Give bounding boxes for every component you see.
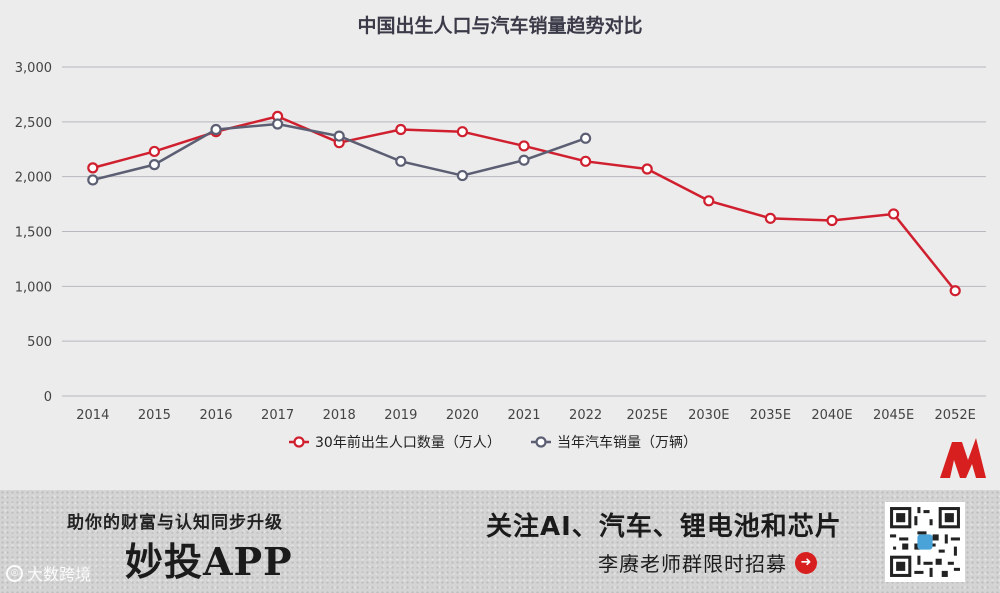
watermark: ◎ 大数跨境 [6, 561, 91, 585]
x-tick-label: 2021 [507, 408, 540, 423]
legend-label: 当年汽车销量（万辆） [557, 434, 697, 451]
x-tick-label: 2018 [323, 408, 356, 423]
x-tick-label: 2030E [688, 408, 729, 423]
data-point[interactable] [148, 145, 160, 158]
y-tick-label: 1,500 [15, 226, 52, 241]
legend: 30年前出生人口数量（万人） 当年汽车销量（万辆） [289, 434, 697, 451]
gridlines [62, 66, 986, 397]
watermark-icon: ◎ [6, 564, 23, 582]
x-tick-label: 2052E [935, 408, 976, 423]
y-tick-label: 2,000 [15, 171, 52, 186]
series-layer [87, 110, 961, 297]
brand-logo [940, 438, 986, 478]
data-point[interactable] [395, 155, 407, 167]
legend-item[interactable]: 30年前出生人口数量（万人） [289, 434, 501, 451]
data-point[interactable] [210, 123, 222, 136]
data-point[interactable] [456, 126, 468, 138]
chart-title: 中国出生人口与汽车销量趋势对比 [357, 14, 642, 37]
data-point[interactable] [87, 174, 99, 186]
data-point[interactable] [703, 195, 715, 207]
x-tick-label: 2025E [627, 408, 668, 423]
data-point[interactable] [579, 132, 592, 144]
line-chart: 中国出生人口与汽车销量趋势对比 0 500 1,000 1,500 2,000 2,500… [15, 14, 986, 451]
x-axis-ticks: 2014 2015 2016 2017 2018 2019 2020 2021 2022 2025… [76, 408, 976, 423]
data-point[interactable] [272, 118, 284, 130]
x-tick-label: 2017 [261, 408, 294, 423]
y-tick-label: 500 [27, 335, 52, 350]
y-tick-label: 3,000 [15, 61, 52, 76]
data-point[interactable] [641, 163, 653, 175]
series-2 [87, 118, 592, 186]
banner-slogan: 助你的财富与认知同步升级 [67, 513, 283, 533]
x-tick-label: 2015 [138, 408, 171, 423]
x-tick-label: 2045E [873, 408, 914, 423]
promo-banner[interactable]: 助你的财富与认知同步升级 妙投APP 关注AI、汽车、锂电池和芯片 李赓老师群限… [0, 490, 1000, 593]
data-point[interactable] [87, 162, 99, 174]
y-tick-label: 1,000 [15, 280, 52, 295]
data-point[interactable] [949, 285, 961, 297]
series-1 [87, 110, 961, 297]
x-tick-label: 2016 [199, 408, 232, 423]
legend-item[interactable]: 当年汽车销量（万辆） [531, 434, 697, 451]
arrow-right-icon[interactable]: ➜ [795, 551, 817, 574]
x-tick-label: 2019 [384, 408, 417, 423]
banner-recruit[interactable]: 李赓老师群限时招募 ➜ [598, 548, 817, 577]
data-point[interactable] [887, 208, 900, 220]
x-tick-label: 2035E [750, 408, 791, 423]
banner-app-name: 妙投APP [125, 539, 293, 584]
chart-area: 中国出生人口与汽车销量趋势对比 0 500 1,000 1,500 2,000 2,500… [15, 14, 986, 451]
legend-marker [293, 436, 305, 448]
qr-code-icon[interactable] [885, 502, 965, 582]
data-point[interactable] [333, 130, 345, 142]
y-tick-label: 0 [44, 390, 52, 405]
data-point[interactable] [826, 214, 838, 227]
x-tick-label: 2040E [811, 408, 852, 423]
banner-topics: 关注AI、汽车、锂电池和芯片 [486, 512, 842, 542]
banner-recruit-text: 李赓老师群限时招募 [598, 552, 787, 576]
watermark-text: 大数跨境 [27, 565, 92, 584]
data-point[interactable] [518, 154, 530, 166]
x-tick-label: 2014 [76, 408, 109, 423]
data-point[interactable] [395, 123, 407, 136]
legend-label: 30年前出生人口数量（万人） [315, 434, 501, 451]
legend-marker [535, 436, 547, 448]
y-tick-label: 2,500 [15, 116, 52, 131]
data-point[interactable] [148, 159, 160, 171]
x-tick-label: 2022 [569, 408, 602, 423]
data-point[interactable] [764, 212, 777, 224]
data-point[interactable] [456, 169, 468, 182]
data-point[interactable] [518, 140, 530, 152]
y-axis-ticks: 0 500 1,000 1,500 2,000 2,500 3,000 [15, 61, 52, 405]
data-point[interactable] [579, 155, 592, 167]
x-tick-label: 2020 [446, 408, 479, 423]
